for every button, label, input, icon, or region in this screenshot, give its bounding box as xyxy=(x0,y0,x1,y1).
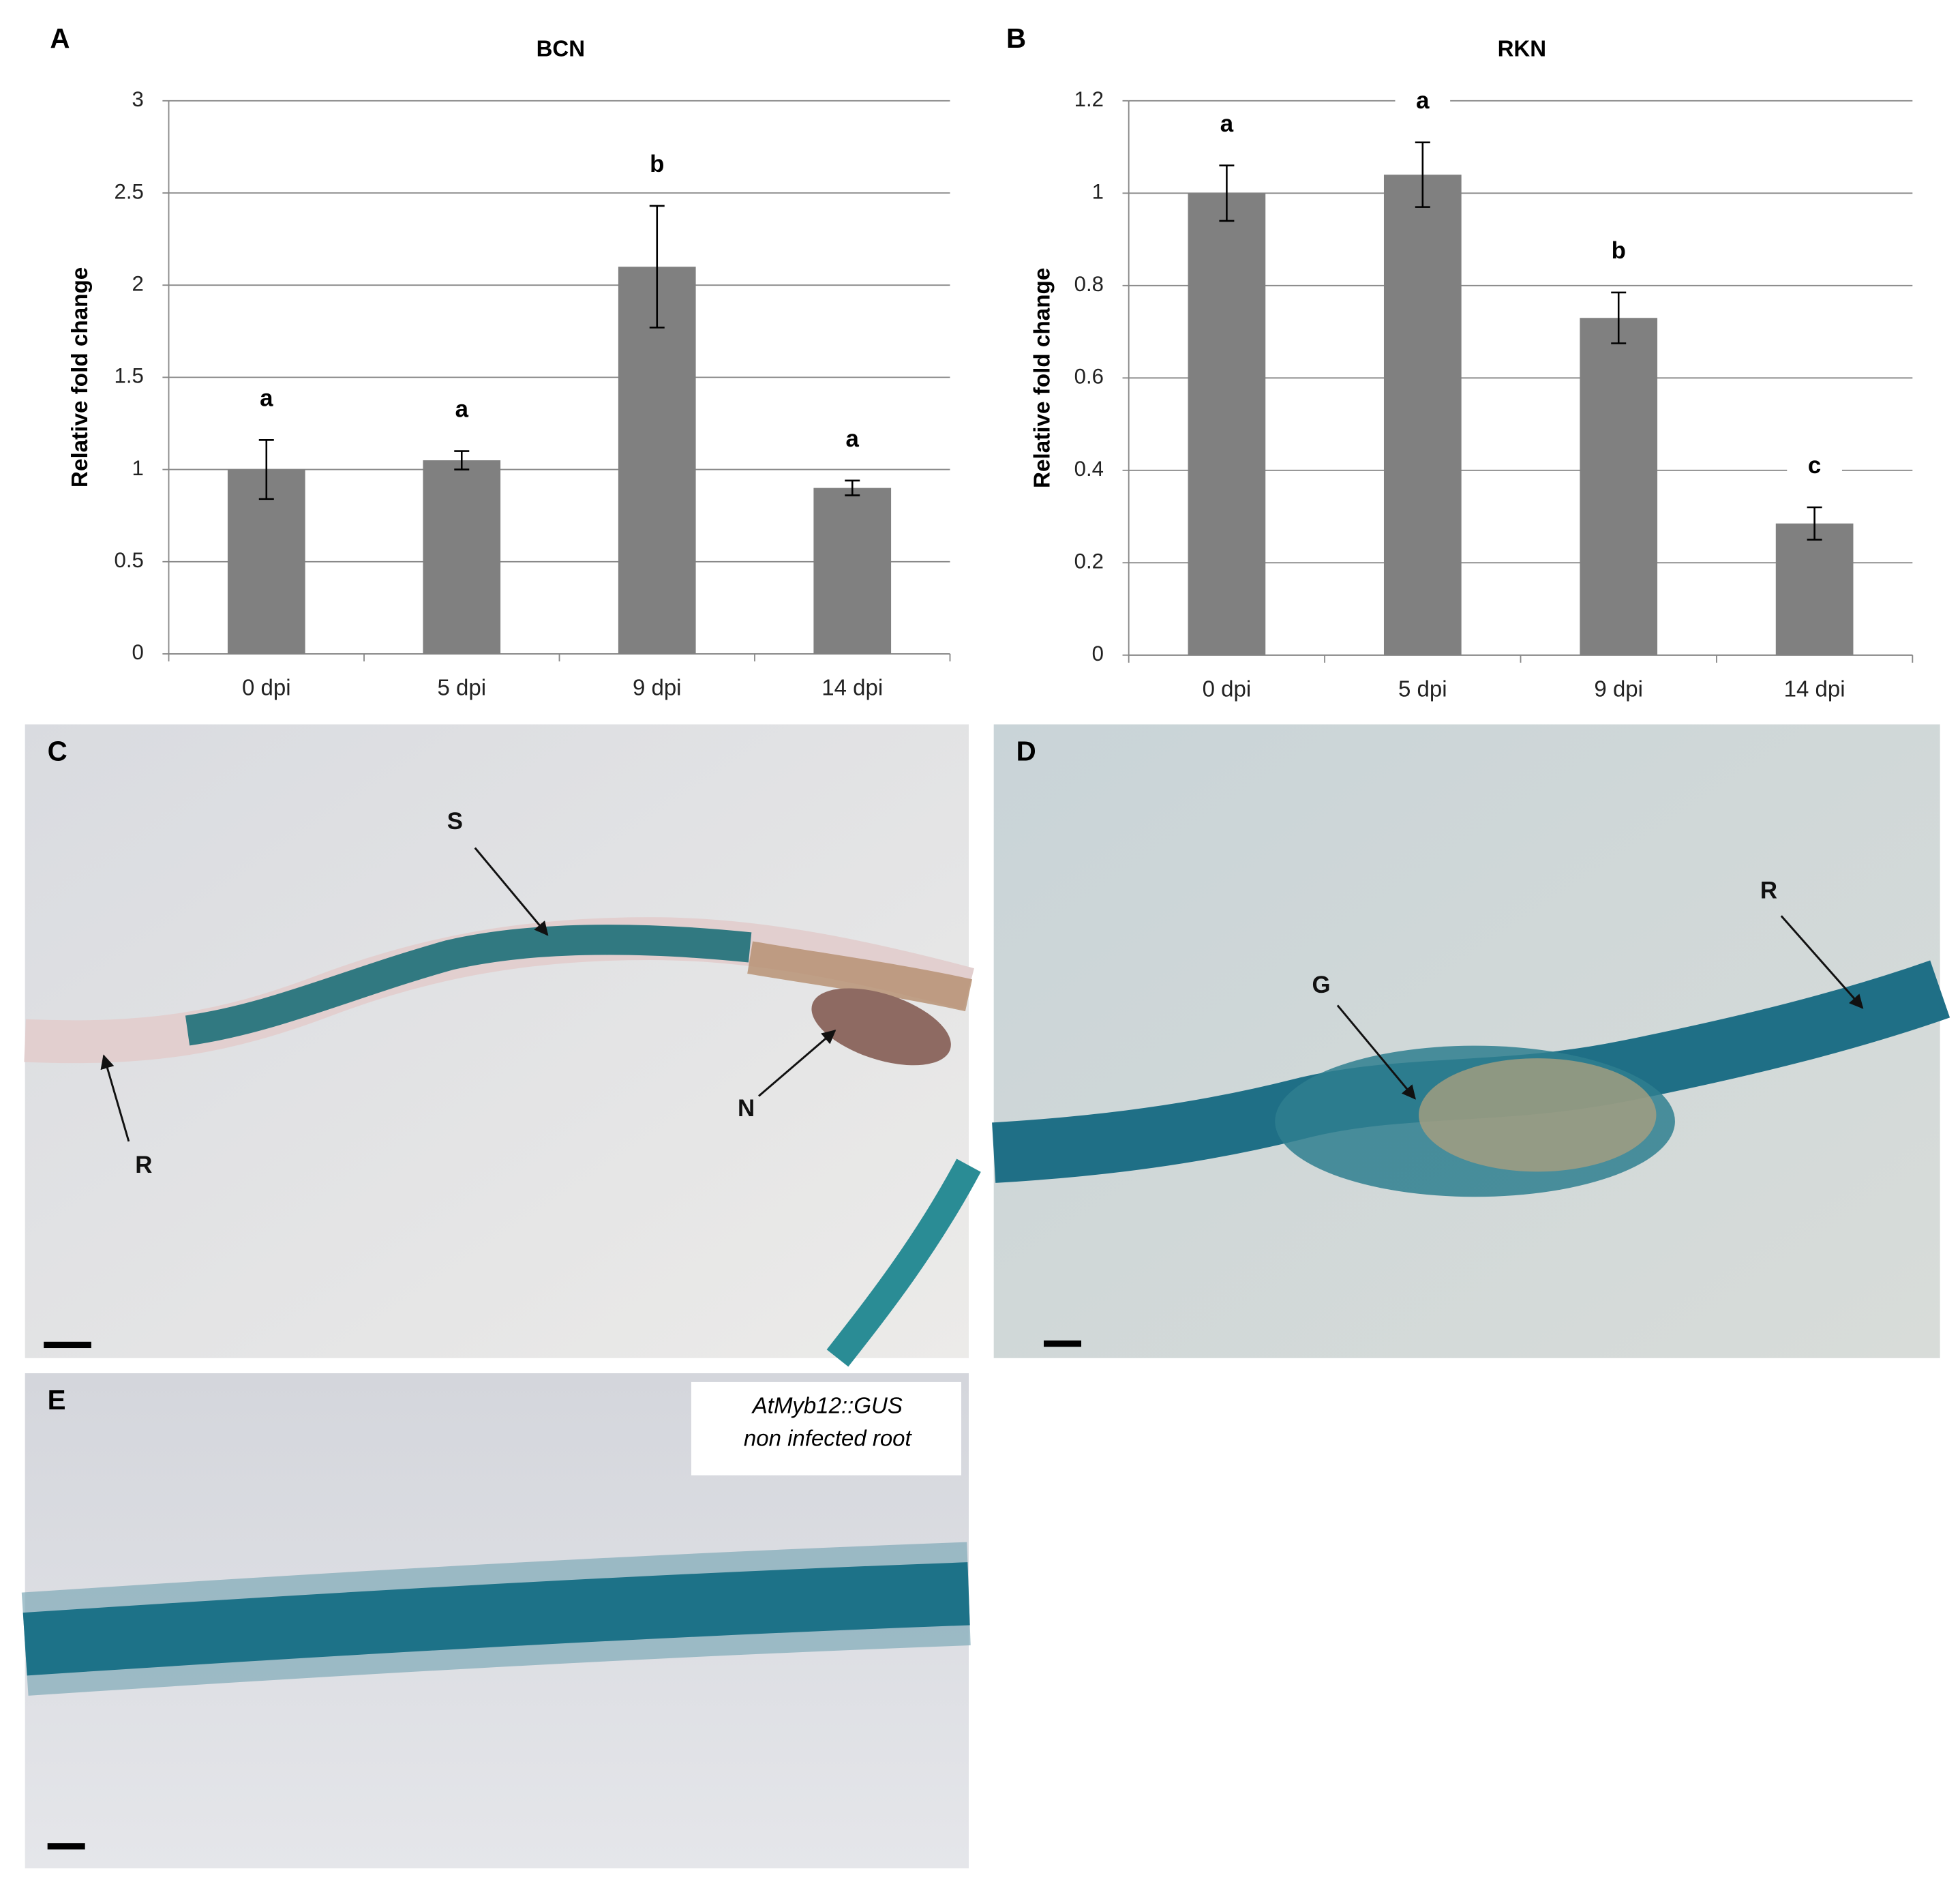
y-tick-label: 2 xyxy=(132,271,144,295)
y-tick-label: 3 xyxy=(132,87,144,111)
x-tick-label: 0 dpi xyxy=(242,675,291,700)
chart-title: RKN xyxy=(1498,37,1546,62)
error-bar xyxy=(454,450,470,470)
marker-label: N xyxy=(738,1095,755,1122)
error-bar xyxy=(649,205,665,329)
panel-label: D xyxy=(1016,736,1036,767)
significance-label: a xyxy=(455,396,469,423)
y-tick-label: 1 xyxy=(132,456,144,480)
y-tick-label: 0 xyxy=(1092,642,1104,665)
caption: non infected root xyxy=(744,1426,913,1452)
panel-label: B xyxy=(1006,23,1026,54)
bar xyxy=(1383,175,1462,655)
bar xyxy=(227,469,305,654)
bar xyxy=(813,488,892,654)
label-bg xyxy=(239,385,295,415)
bar xyxy=(1188,193,1266,655)
y-tick-label: 0 xyxy=(132,640,144,664)
chart-title: BCN xyxy=(537,37,585,62)
y-tick-label: 1.5 xyxy=(115,364,144,388)
y-tick-label: 1 xyxy=(1092,180,1104,204)
marker-label: G xyxy=(1312,972,1331,998)
marker-label: S xyxy=(447,808,463,835)
y-tick-label: 0.6 xyxy=(1074,364,1104,388)
error-bar xyxy=(258,439,274,500)
bar xyxy=(618,267,696,654)
photo-c: C S R N xyxy=(24,724,981,1367)
y-axis-label: Relative fold change xyxy=(67,267,93,488)
photo-d: D G R xyxy=(992,724,1950,1358)
label-bg xyxy=(434,395,489,426)
x-tick-label: 0 dpi xyxy=(1203,676,1252,702)
significance-label: b xyxy=(1612,237,1626,264)
error-bar xyxy=(1415,141,1430,208)
significance-label: b xyxy=(650,151,664,177)
error-bar xyxy=(1807,506,1822,541)
y-tick-label: 0.4 xyxy=(1074,457,1104,481)
bar xyxy=(423,460,501,654)
panel-label: A xyxy=(50,23,70,54)
x-tick-label: 14 dpi xyxy=(1784,676,1845,702)
error-bar xyxy=(1219,164,1235,222)
error-bar xyxy=(845,479,860,496)
marker-label: R xyxy=(1760,877,1777,903)
label-bg xyxy=(1590,237,1646,268)
marker-label: R xyxy=(135,1152,152,1178)
error-bar xyxy=(1611,291,1627,344)
label-bg xyxy=(824,425,880,455)
x-tick-label: 14 dpi xyxy=(821,675,883,700)
y-tick-label: 2.5 xyxy=(115,179,144,203)
panel-label: E xyxy=(48,1384,66,1416)
label-bg xyxy=(1199,110,1254,140)
significance-label: a xyxy=(1416,87,1430,114)
bar xyxy=(1580,318,1658,655)
x-tick-label: 5 dpi xyxy=(1398,676,1447,702)
y-axis-label: Relative fold change xyxy=(1030,268,1055,488)
caption: AtMyb12::GUS xyxy=(751,1394,903,1419)
panel-label: C xyxy=(48,736,67,767)
label-bg xyxy=(629,150,685,181)
y-tick-label: 1.2 xyxy=(1074,87,1104,111)
y-tick-label: 0.2 xyxy=(1074,549,1104,573)
significance-label: a xyxy=(846,425,860,452)
bar xyxy=(1775,523,1854,655)
photo-e: E AtMyb12::GUS non infected root xyxy=(21,1373,971,1869)
label-bg xyxy=(1395,87,1451,117)
x-tick-label: 9 dpi xyxy=(633,675,682,700)
x-tick-label: 9 dpi xyxy=(1594,676,1643,702)
label-bg xyxy=(1787,451,1842,483)
x-tick-label: 5 dpi xyxy=(437,675,486,700)
significance-label: a xyxy=(1220,110,1234,137)
significance-label: a xyxy=(260,385,273,411)
y-tick-label: 0.8 xyxy=(1074,272,1104,296)
significance-label: c xyxy=(1808,452,1821,479)
y-tick-label: 0.5 xyxy=(115,548,144,572)
